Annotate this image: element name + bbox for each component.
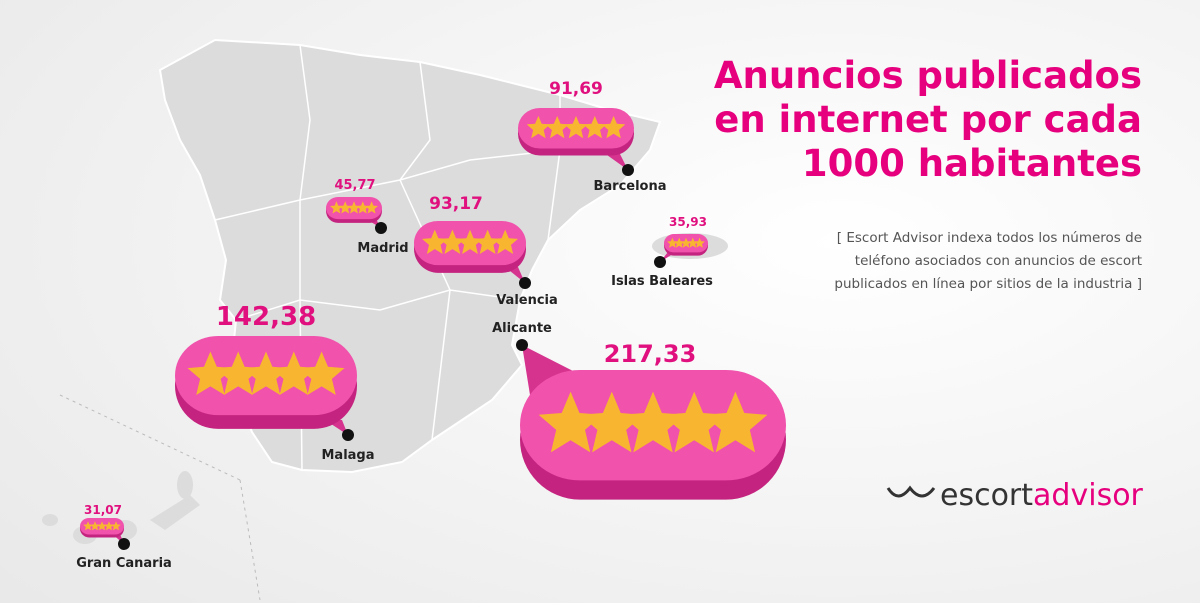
star bbox=[526, 115, 551, 139]
star bbox=[111, 521, 121, 531]
title-line: Anuncios publicados bbox=[714, 54, 1142, 97]
city-value: 142,38 bbox=[216, 302, 316, 332]
city-dot bbox=[118, 538, 130, 550]
city-label: Alicante bbox=[492, 321, 552, 336]
star bbox=[673, 237, 685, 248]
star bbox=[215, 351, 262, 395]
star bbox=[104, 521, 114, 531]
city-label: Islas Baleares bbox=[611, 274, 713, 289]
title-line: en internet por cada bbox=[714, 98, 1142, 141]
divider-line bbox=[59, 394, 261, 601]
star bbox=[243, 351, 289, 395]
city-label: Barcelona bbox=[593, 179, 666, 194]
star bbox=[601, 115, 626, 139]
star bbox=[687, 237, 699, 248]
star bbox=[492, 229, 518, 254]
city-dot bbox=[519, 277, 531, 289]
star bbox=[90, 521, 100, 531]
star bbox=[83, 521, 93, 531]
star bbox=[298, 351, 345, 395]
star bbox=[680, 237, 692, 248]
logo-text: escortadvisor bbox=[940, 478, 1144, 513]
city-value: 45,77 bbox=[334, 178, 375, 193]
star bbox=[545, 115, 569, 139]
star bbox=[270, 351, 317, 395]
city-label: Malaga bbox=[321, 448, 374, 463]
city-value: 217,33 bbox=[604, 340, 697, 368]
city-value: 91,69 bbox=[549, 79, 603, 99]
star bbox=[457, 229, 483, 254]
star bbox=[583, 115, 607, 139]
city-dot bbox=[654, 256, 666, 268]
city-label: Madrid bbox=[357, 241, 408, 256]
star bbox=[439, 229, 466, 254]
city-dot bbox=[375, 222, 387, 234]
logo-part: advisor bbox=[1033, 478, 1144, 513]
city-label: Valencia bbox=[496, 293, 558, 308]
city-dot bbox=[516, 339, 528, 351]
star bbox=[187, 351, 234, 395]
star bbox=[474, 229, 501, 254]
bubble-tail bbox=[522, 345, 575, 395]
star bbox=[365, 201, 378, 214]
star bbox=[694, 237, 705, 248]
star bbox=[97, 521, 107, 531]
logo-part: escort bbox=[940, 478, 1033, 513]
city-value: 31,07 bbox=[84, 503, 122, 517]
city-value: 35,93 bbox=[669, 215, 707, 229]
city-label: Gran Canaria bbox=[76, 556, 172, 571]
star bbox=[356, 201, 370, 214]
city-dot bbox=[342, 429, 354, 441]
city-dot bbox=[622, 164, 634, 176]
logo-icon bbox=[886, 485, 936, 498]
note-line: publicados en línea por sitios de la ind… bbox=[834, 276, 1142, 292]
star bbox=[347, 201, 361, 214]
star bbox=[703, 391, 768, 453]
star bbox=[579, 391, 644, 453]
city-value: 93,17 bbox=[429, 194, 483, 214]
star bbox=[422, 229, 448, 254]
title-line: 1000 habitantes bbox=[802, 142, 1142, 185]
star bbox=[538, 391, 603, 453]
note-line: teléfono asociados con anuncios de escor… bbox=[855, 253, 1142, 269]
cities: Barcelona 91,69 Madrid 45,77 Valencia 93,17 Is… bbox=[76, 79, 786, 571]
star bbox=[662, 391, 727, 453]
star bbox=[564, 115, 588, 139]
note-line: [ Escort Advisor indexa todos los número… bbox=[837, 230, 1142, 246]
star bbox=[338, 201, 352, 214]
star bbox=[667, 237, 678, 248]
star bbox=[621, 391, 685, 453]
logo: escortadvisor bbox=[886, 478, 1144, 513]
star bbox=[330, 201, 343, 214]
